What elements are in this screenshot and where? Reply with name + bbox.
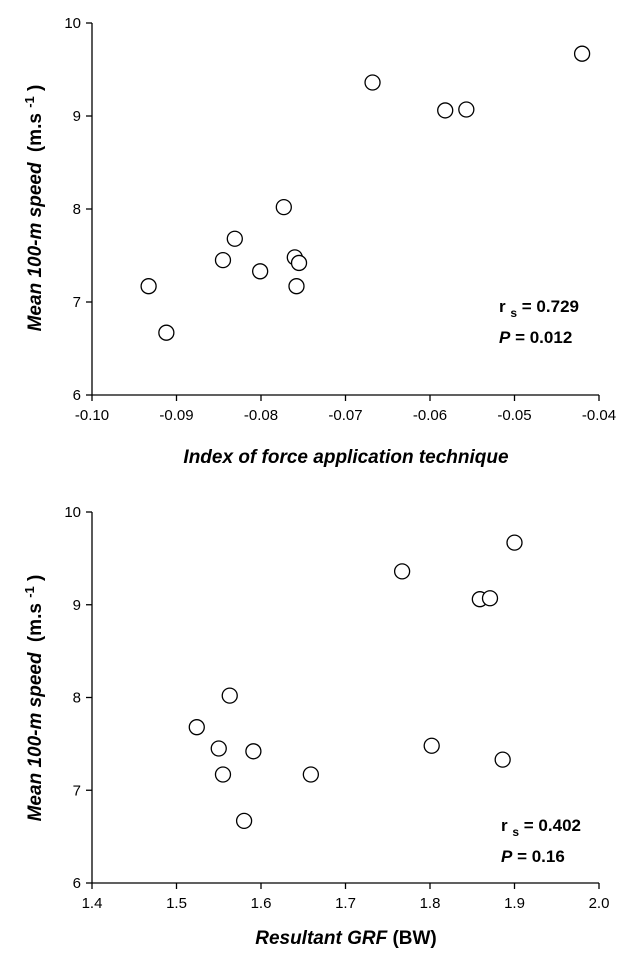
x-tick-label: -0.09 [159,407,193,424]
tick-marks [86,511,600,889]
data-point [393,563,411,580]
x-tick-label: 1.9 [504,895,525,912]
data-point [275,198,292,216]
stat-r-value: = 0.402 [524,816,581,835]
stat-p-label: P [499,328,511,347]
data-point [506,534,523,551]
y-tick-label: 8 [73,201,81,218]
y-tick-label: 10 [64,15,81,32]
data-point [140,278,157,295]
data-point [245,743,262,760]
data-point [423,737,440,754]
x-tick-labels: -0.10 -0.09 -0.08 -0.07 -0.06 -0.05 -0.04 [75,407,616,424]
data-points [140,45,591,341]
y-tick-label: 10 [64,504,81,521]
data-point [221,687,238,704]
stat-p-label: P [501,847,513,866]
x-tick-label: 1.7 [335,895,356,912]
x-axis-title: Index of force application technique [183,447,509,468]
x-axis-title-main: Resultant GRF [255,928,388,949]
y-tick-label: 8 [73,690,81,707]
data-point [188,719,205,736]
data-point [210,740,227,757]
y-axis-title-exp: -1 [22,586,37,598]
x-axis-title-unit: (BW) [392,928,436,949]
y-tick-label: 6 [73,875,81,892]
data-point [214,766,232,783]
x-tick-label: 1.8 [420,895,441,912]
stat-p-value: = 0.012 [515,328,572,347]
x-axis-title: Resultant GRF (BW) [255,928,437,949]
x-tick-label: -0.08 [244,407,278,424]
data-point [158,324,175,341]
data-point [494,751,511,768]
y-tick-label: 9 [73,597,81,614]
data-point [481,590,499,607]
data-points [188,534,523,830]
x-tick-label: -0.07 [328,407,362,424]
x-tick-label: -0.10 [75,407,109,424]
y-tick-label: 9 [73,108,81,125]
stat-p: P = 0.012 [499,328,572,347]
x-tick-label: -0.04 [582,407,616,424]
y-axis-title-main: Mean 100-m speed [25,162,46,331]
y-axis-title-unit: (m.s [25,603,46,642]
x-tick-label: 1.4 [82,895,103,912]
chart-1: -0.10 -0.09 -0.08 -0.07 -0.06 -0.05 -0.04 6 7 8 9… [18,15,616,468]
stat-p-value: = 0.16 [517,847,565,866]
y-tick-labels: 6 7 8 9 10 [64,504,81,892]
data-point [290,254,308,272]
x-tick-label: 2.0 [589,895,610,912]
data-point [573,45,591,62]
y-axis-title-unit: (m.s [25,113,46,152]
x-tick-label: 1.5 [166,895,187,912]
stat-r: r s = 0.729 [499,297,579,321]
stat-r: r s = 0.402 [501,816,581,840]
x-tick-label: -0.06 [413,407,447,424]
data-point [235,812,253,830]
data-point [226,230,243,247]
x-tick-label: 1.6 [251,895,272,912]
data-point [437,102,454,119]
data-point [288,278,305,295]
y-axis-title: Mean 100-m speed (m.s -1 ) [18,575,46,822]
y-tick-label: 7 [73,782,81,799]
y-tick-label: 6 [73,387,81,404]
stat-r-label: r [499,297,506,316]
stat-r-sub: s [512,825,519,839]
stat-r-sub: s [510,306,517,320]
y-axis-title-close: ) [25,85,46,91]
y-tick-labels: 6 7 8 9 10 [64,15,81,404]
data-point [214,251,232,269]
y-axis-title-main: Mean 100-m speed [25,652,46,821]
stat-p: P = 0.16 [501,847,565,866]
x-tick-label: -0.05 [497,407,531,424]
x-tick-labels: 1.4 1.5 1.6 1.7 1.8 1.9 2.0 [82,895,610,912]
stat-r-label: r [501,816,508,835]
y-axis-title-exp: -1 [22,96,37,108]
x-axis-title-text: Index of force application technique [183,447,509,468]
y-tick-label: 7 [73,294,81,311]
data-point [458,101,475,118]
stat-r-value: = 0.729 [522,297,579,316]
chart-2: 1.4 1.5 1.6 1.7 1.8 1.9 2.0 6 7 8 9 10 Resultant G… [18,504,610,949]
tick-marks [86,22,600,401]
y-axis-title-close: ) [25,575,46,581]
data-point [252,263,269,280]
data-point [364,74,381,91]
y-axis-title: Mean 100-m speed (m.s -1 ) [18,85,46,332]
data-point [302,766,320,783]
